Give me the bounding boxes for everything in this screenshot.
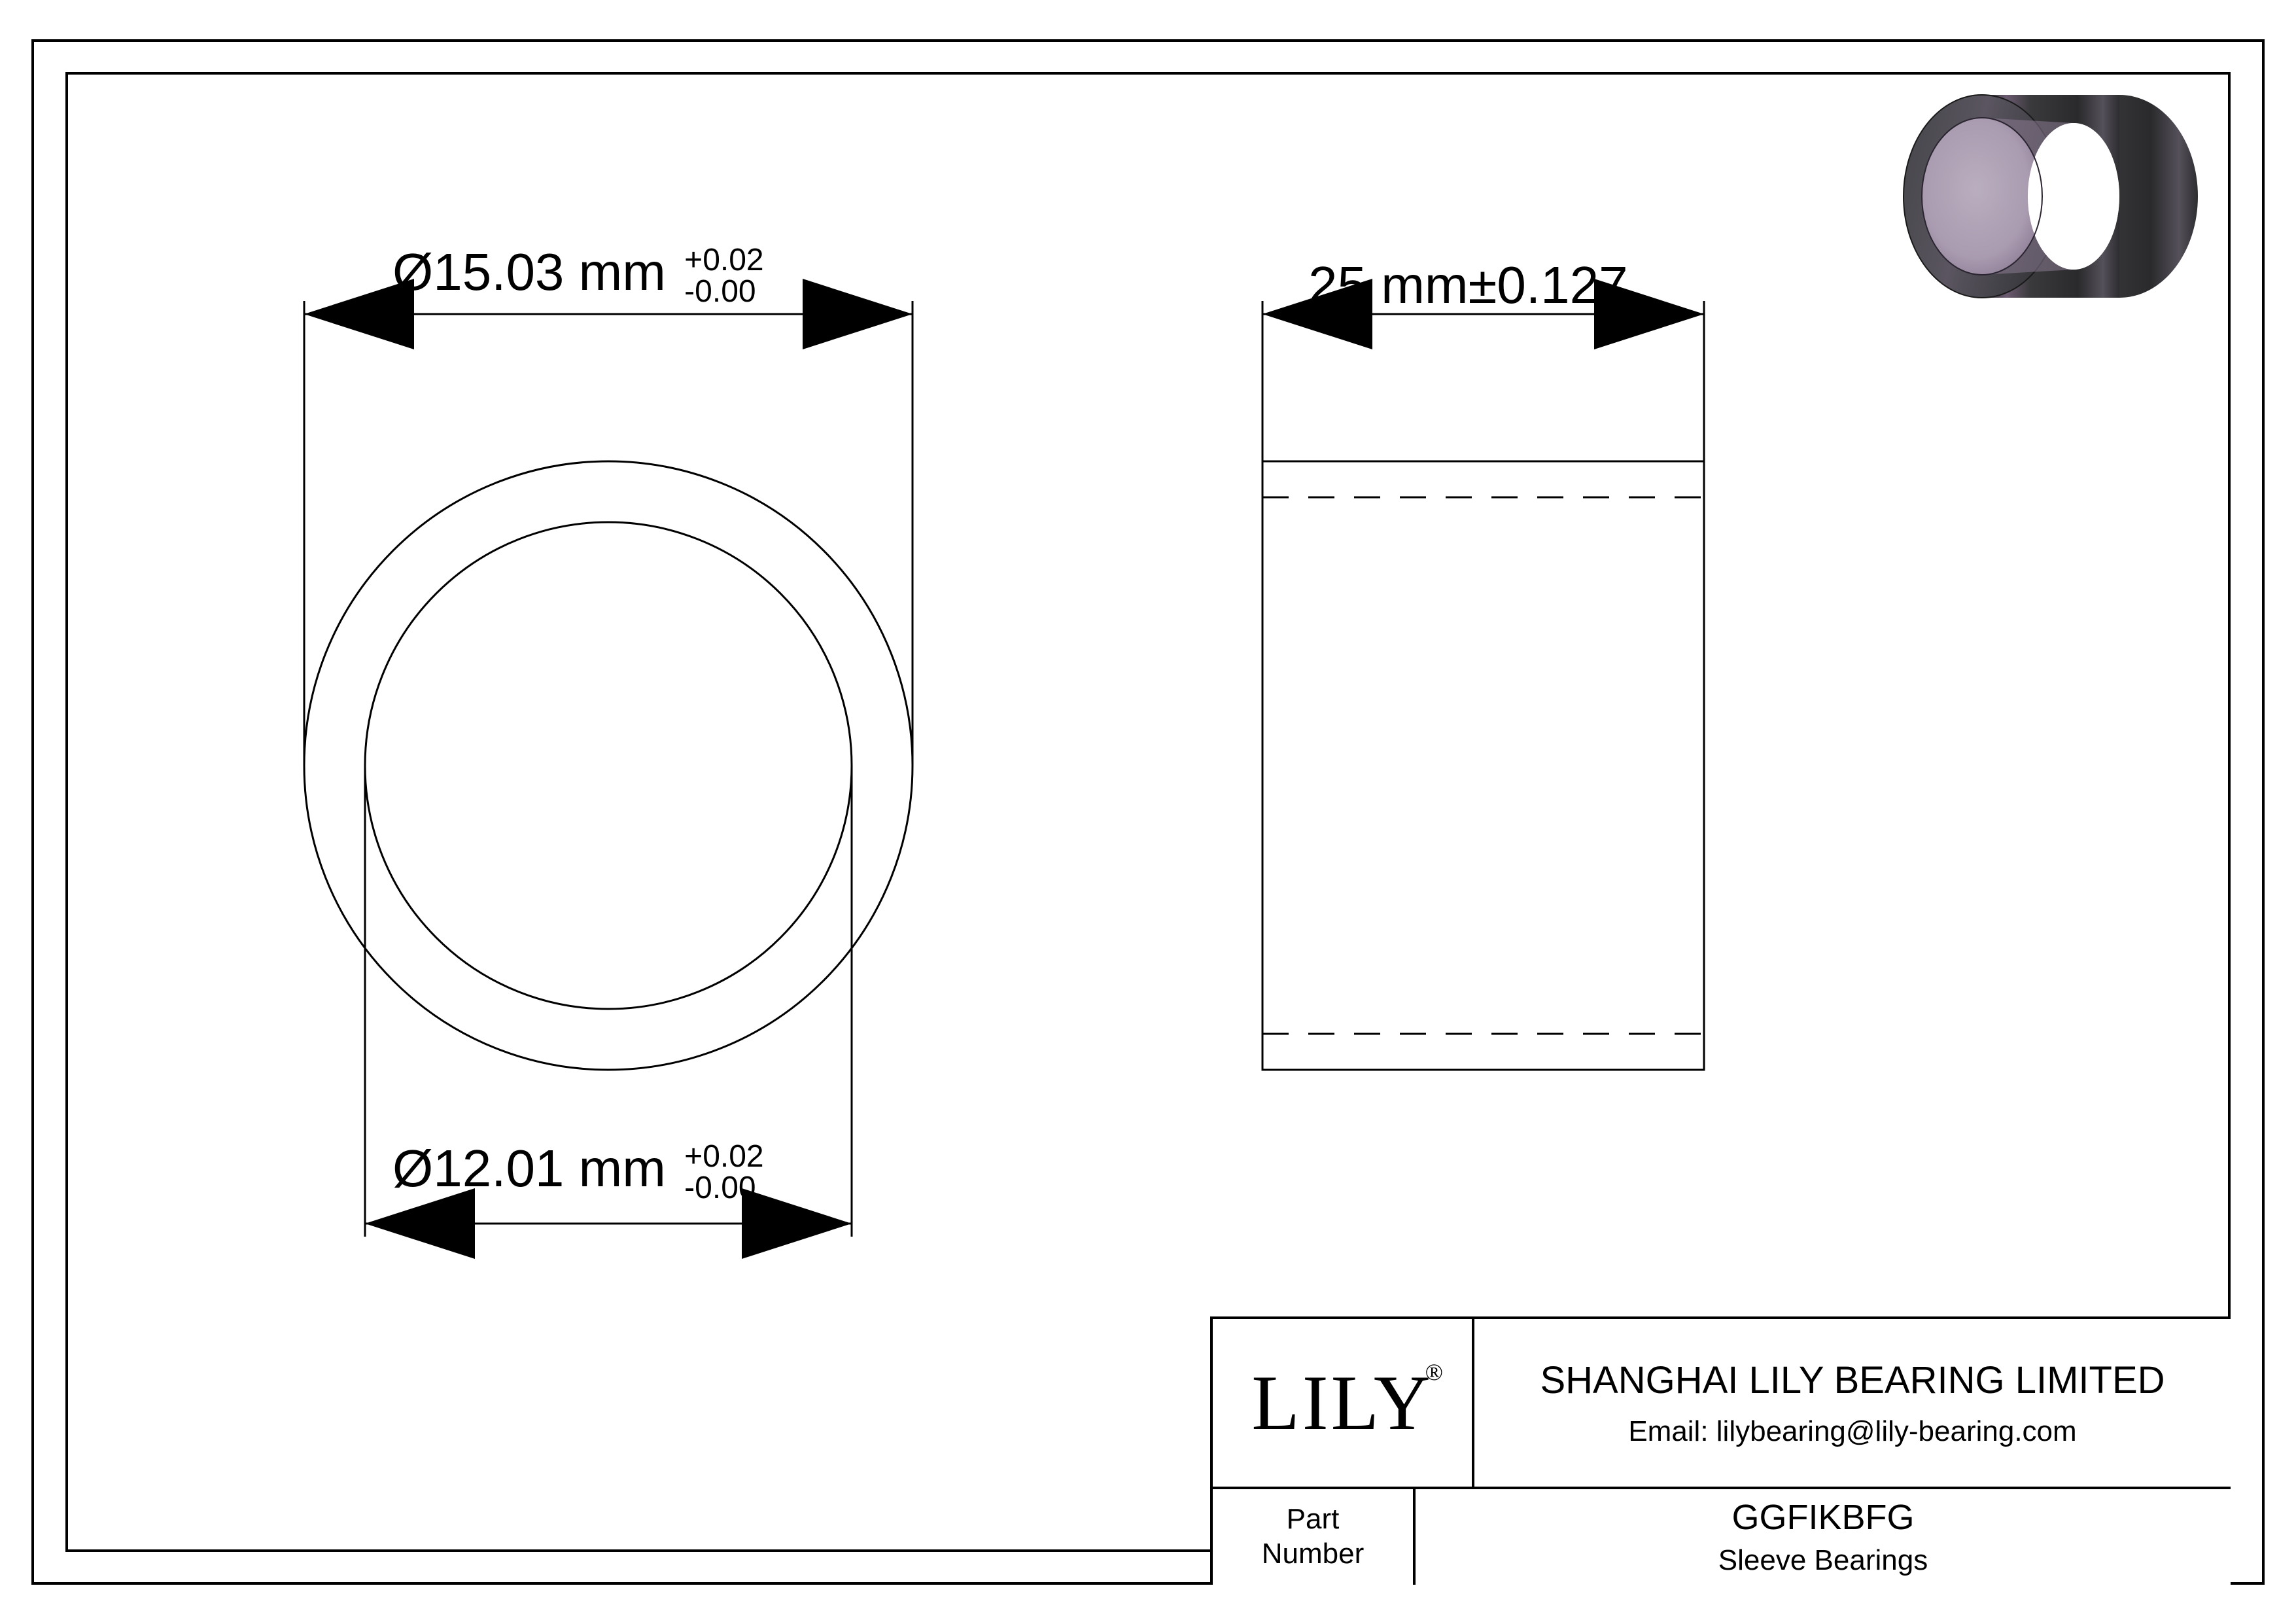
length-dimension: 25 mm±0.127 [1308,255,1628,315]
inner-diameter-dimension: Ø12.01 mm +0.02 -0.00 [392,1139,764,1204]
title-block-row-2: Part Number GGFIKBFG Sleeve Bearings [1213,1489,2231,1585]
part-number-value: GGFIKBFG [1731,1497,1914,1538]
company-cell: SHANGHAI LILY BEARING LIMITED Email: lil… [1474,1319,2231,1487]
part-number-label-1: Part [1287,1502,1340,1537]
part-number-label-2: Number [1262,1537,1365,1572]
inner-diameter-value: Ø12.01 mm [392,1139,666,1197]
isometric-render [1904,85,2204,308]
outer-diameter-value: Ø15.03 mm [392,243,666,301]
title-block-row-1: LILY ® SHANGHAI LILY BEARING LIMITED Ema… [1213,1319,2231,1489]
inner-diameter-tolerance: +0.02 -0.00 [684,1141,763,1204]
logo-text: LILY [1251,1358,1433,1448]
logo-cell: LILY ® [1213,1319,1474,1487]
registered-mark: ® [1425,1358,1446,1386]
company-email: Email: lilybearing@lily-bearing.com [1628,1415,2076,1448]
title-block: LILY ® SHANGHAI LILY BEARING LIMITED Ema… [1210,1316,2231,1585]
part-description: Sleeve Bearings [1718,1544,1928,1577]
length-value: 25 mm±0.127 [1308,256,1628,314]
part-number-label-cell: Part Number [1213,1489,1416,1585]
outer-diameter-tolerance: +0.02 -0.00 [684,245,763,308]
outer-diameter-dimension: Ø15.03 mm +0.02 -0.00 [392,242,764,308]
company-name: SHANGHAI LILY BEARING LIMITED [1540,1358,2165,1402]
part-number-value-cell: GGFIKBFG Sleeve Bearings [1416,1489,2231,1585]
